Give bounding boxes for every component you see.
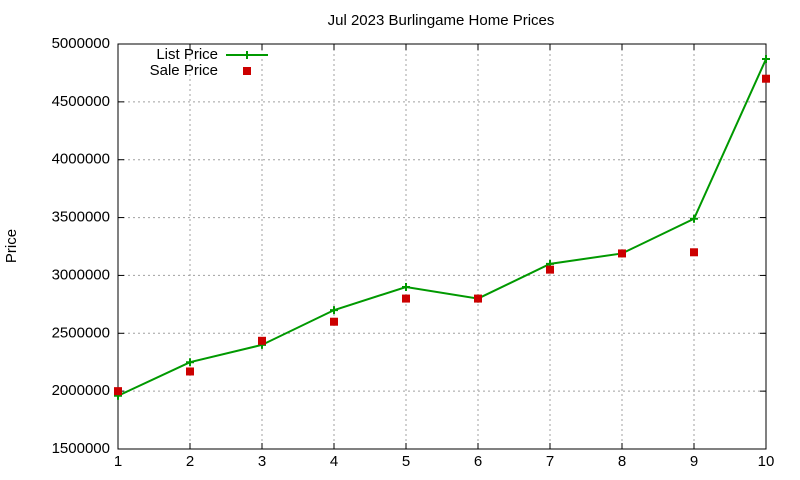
chart-title: Jul 2023 Burlingame Home Prices (328, 12, 555, 29)
x-tick-label: 5 (402, 453, 410, 470)
y-tick-label: 3500000 (52, 209, 110, 226)
legend-marker (243, 67, 251, 75)
x-tick-label: 3 (258, 453, 266, 470)
y-axis-label: Price (3, 229, 20, 263)
x-tick-label: 8 (618, 453, 626, 470)
point-marker (402, 283, 410, 291)
point-marker (618, 249, 626, 258)
point-marker (762, 74, 770, 83)
y-tick-label: 2000000 (52, 382, 110, 399)
legend-marker (243, 51, 251, 59)
legend-label: Sale Price (150, 62, 218, 79)
point-marker (330, 306, 338, 315)
point-marker (186, 367, 194, 376)
point-marker (474, 294, 482, 303)
point-marker (258, 336, 266, 345)
y-tick-label: 3000000 (52, 266, 110, 283)
point-marker (330, 317, 338, 326)
point-marker (546, 265, 554, 274)
point-marker (690, 214, 698, 223)
x-tick-label: 4 (330, 453, 338, 470)
y-tick-label: 2500000 (52, 324, 110, 341)
x-tick-label: 10 (758, 453, 775, 470)
point-marker (762, 55, 770, 64)
point-marker (402, 294, 410, 303)
point-marker (186, 358, 194, 367)
x-tick-label: 6 (474, 453, 482, 470)
x-tick-label: 7 (546, 453, 554, 470)
legend-label: List Price (156, 46, 218, 63)
point-marker (690, 248, 698, 257)
y-tick-label: 1500000 (52, 440, 110, 457)
series-line (117, 58, 767, 397)
y-tick-label: 4000000 (52, 151, 110, 168)
x-tick-label: 1 (114, 453, 122, 470)
point-marker (114, 387, 122, 396)
x-tick-label: 2 (186, 453, 194, 470)
y-tick-label: 4500000 (52, 93, 110, 110)
x-tick-label: 9 (690, 453, 698, 470)
y-tick-label: 5000000 (52, 35, 110, 52)
plot-frame (117, 43, 767, 450)
